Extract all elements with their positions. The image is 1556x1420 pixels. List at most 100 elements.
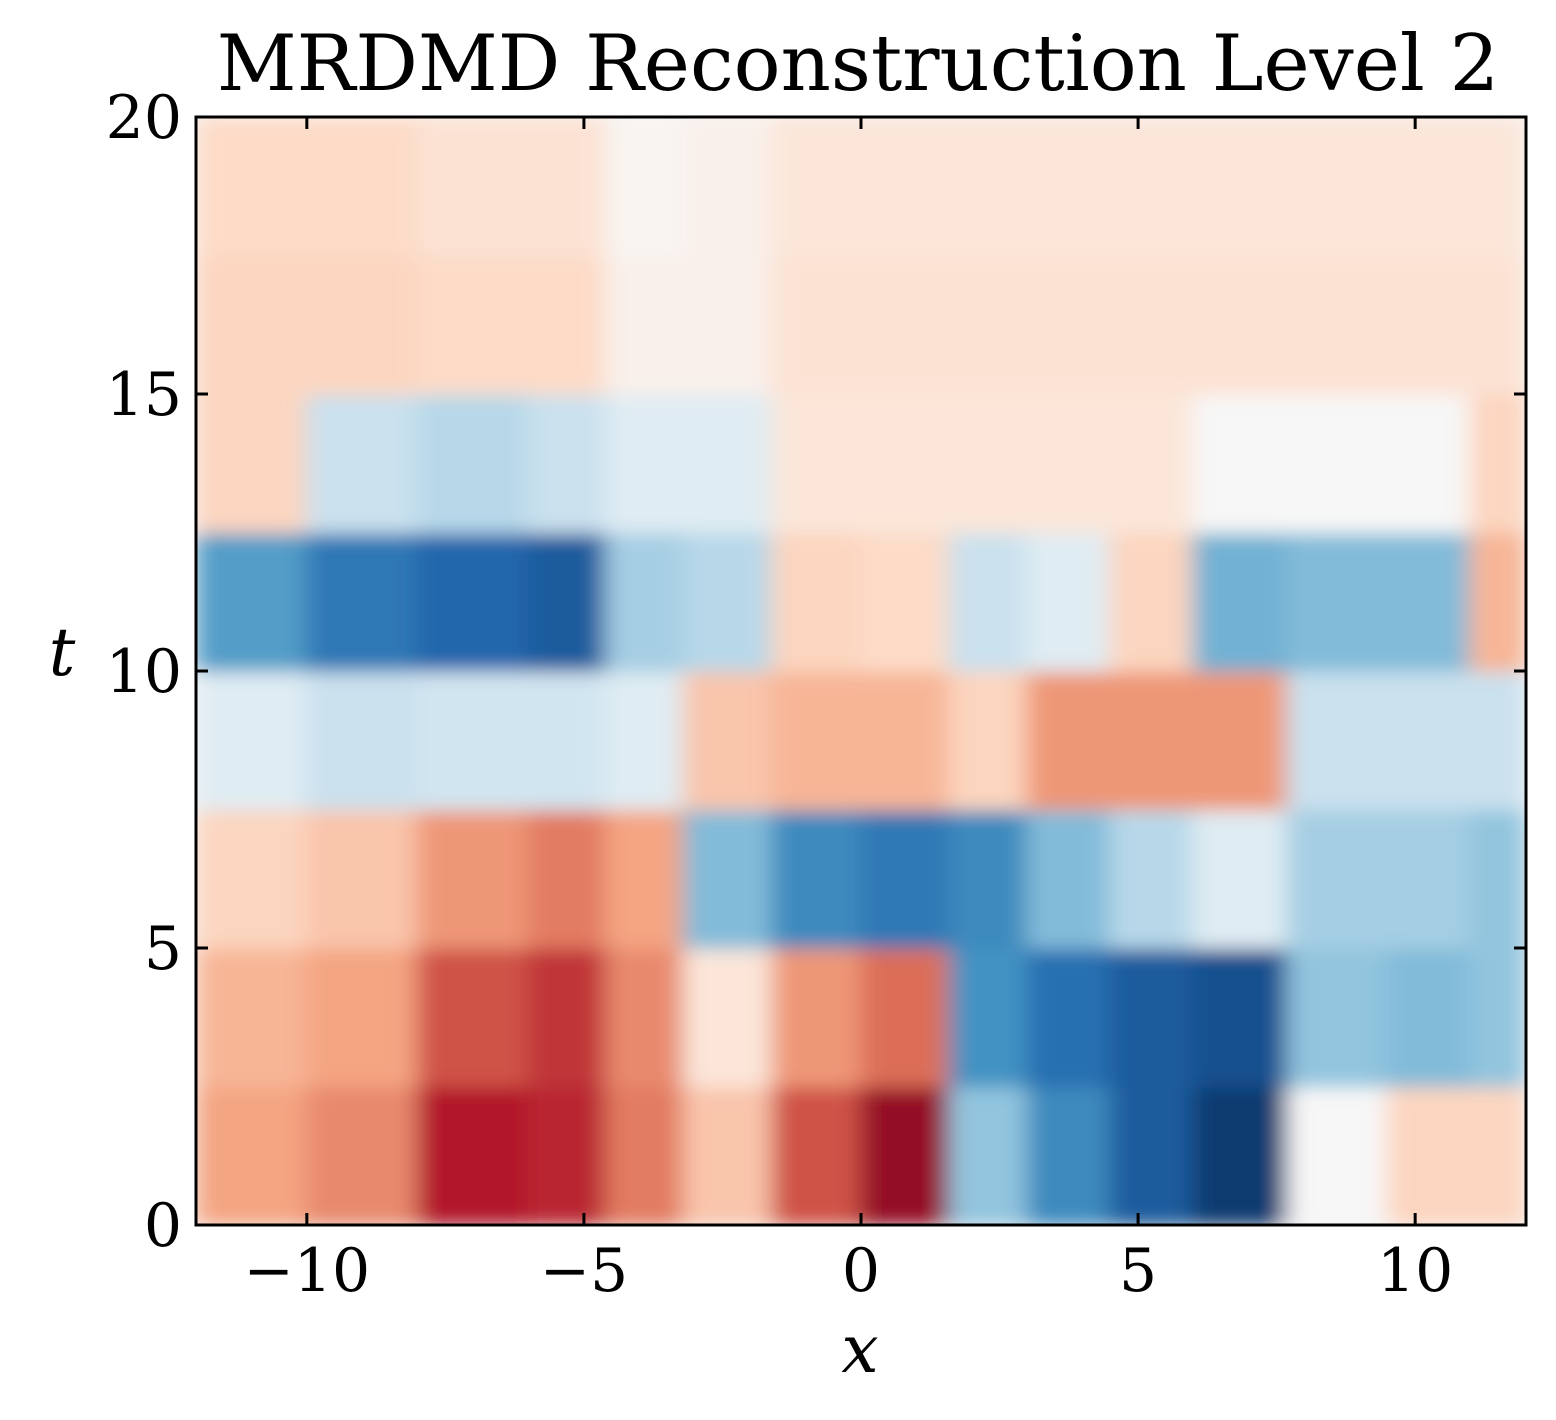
heatmap-cell [196,531,308,672]
heatmap-cell [1469,670,1526,811]
x-tick-label: 0 [842,1236,880,1306]
heatmap-cell [416,531,530,672]
heatmap-cell [527,393,608,534]
y-tick-label: 15 [106,360,182,430]
heatmap-cell [682,531,774,672]
heatmap-cell [682,254,774,395]
heatmap-cell [1192,117,1289,257]
heatmap-cell [948,808,1029,949]
heatmap-cell [860,808,951,949]
heatmap-cell [771,531,862,672]
heatmap-cell [1469,1085,1526,1225]
x-tick-label: −5 [540,1236,628,1306]
heatmap-cell [1192,254,1289,395]
heatmap-cell [682,947,774,1088]
heatmap-cell [860,393,951,534]
y-tick-label: 0 [144,1191,182,1261]
heatmap-cell [682,670,774,811]
heatmap-cell [1026,531,1112,672]
heatmap-cell [1026,808,1112,949]
plot-area [196,117,1526,1225]
heatmap-cell [1286,1085,1389,1225]
heatmap-cell [1286,531,1389,672]
heatmap-cell [416,947,530,1088]
heatmap-cell [305,670,419,811]
heatmap-cell [196,117,308,257]
heatmap-cell [196,254,308,395]
heatmap-cell [1286,808,1389,949]
x-axis-label: x [841,1311,878,1388]
heatmap-cell [416,117,530,257]
heatmap-cell [948,670,1029,811]
heatmap-cell [196,670,308,811]
heatmap-cell [860,947,951,1088]
heatmap-cell [305,254,419,395]
heatmap-cell [1386,531,1472,672]
heatmap-cell [1286,117,1389,257]
x-tick-label: 10 [1377,1236,1453,1306]
heatmap-cell [1386,808,1472,949]
heatmap-cell [605,393,685,534]
heatmap-cell [1386,1085,1472,1225]
x-tick-label: −10 [244,1236,371,1306]
heatmap-cell [1469,947,1526,1088]
heatmap-cell [1192,670,1289,811]
x-tick-label: 5 [1119,1236,1157,1306]
heatmap-cell [1386,393,1472,534]
heatmap-cell [305,1085,419,1225]
heatmap-cell [1386,670,1472,811]
heatmap-cell [1469,531,1526,672]
heatmap-cell [1109,670,1195,811]
heatmap-cell [527,117,608,257]
heatmap-cell [416,1085,530,1225]
heatmap-cell [1109,254,1195,395]
y-tick-label: 5 [144,914,182,984]
heatmap-cell [948,117,1029,257]
heatmap-cell [527,808,608,949]
heatmap-cells [196,117,1526,1225]
heatmap-cell [527,1085,608,1225]
heatmap-cell [860,531,951,672]
heatmap-cell [860,117,951,257]
heatmap-cell [305,531,419,672]
heatmap-cell [305,393,419,534]
heatmap-cell [1386,254,1472,395]
heatmap-cell [1386,117,1472,257]
heatmap-cell [1109,393,1195,534]
heatmap-cell [771,1085,862,1225]
heatmap-cell [416,393,530,534]
heatmap-cell [1386,947,1472,1088]
heatmap-cell [948,1085,1029,1225]
heatmap-cell [1286,393,1389,534]
heatmap-cell [605,670,685,811]
heatmap-cell [682,393,774,534]
heatmap-cell [605,531,685,672]
heatmap-cell [527,254,608,395]
heatmap-cell [948,254,1029,395]
heatmap-cell [860,1085,951,1225]
heatmap-cell [605,947,685,1088]
heatmap-cell [948,947,1029,1088]
heatmap-cell [682,117,774,257]
heatmap-cell [196,947,308,1088]
heatmap-cell [196,808,308,949]
heatmap-cell [1109,531,1195,672]
heatmap-cell [771,947,862,1088]
heatmap-cell [1026,117,1112,257]
heatmap-cell [682,1085,774,1225]
heatmap-cell [527,531,608,672]
heatmap-cell [1026,947,1112,1088]
heatmap-cell [416,254,530,395]
heatmap-cell [1469,117,1526,257]
heatmap-cell [1192,531,1289,672]
heatmap-cell [1469,808,1526,949]
heatmap-cell [1026,254,1112,395]
heatmap-cell [771,670,862,811]
heatmap-cell [948,393,1029,534]
heatmap-cell [860,670,951,811]
heatmap-cell [605,808,685,949]
heatmap-cell [771,254,862,395]
heatmap-cell [527,670,608,811]
heatmap-cell [605,254,685,395]
